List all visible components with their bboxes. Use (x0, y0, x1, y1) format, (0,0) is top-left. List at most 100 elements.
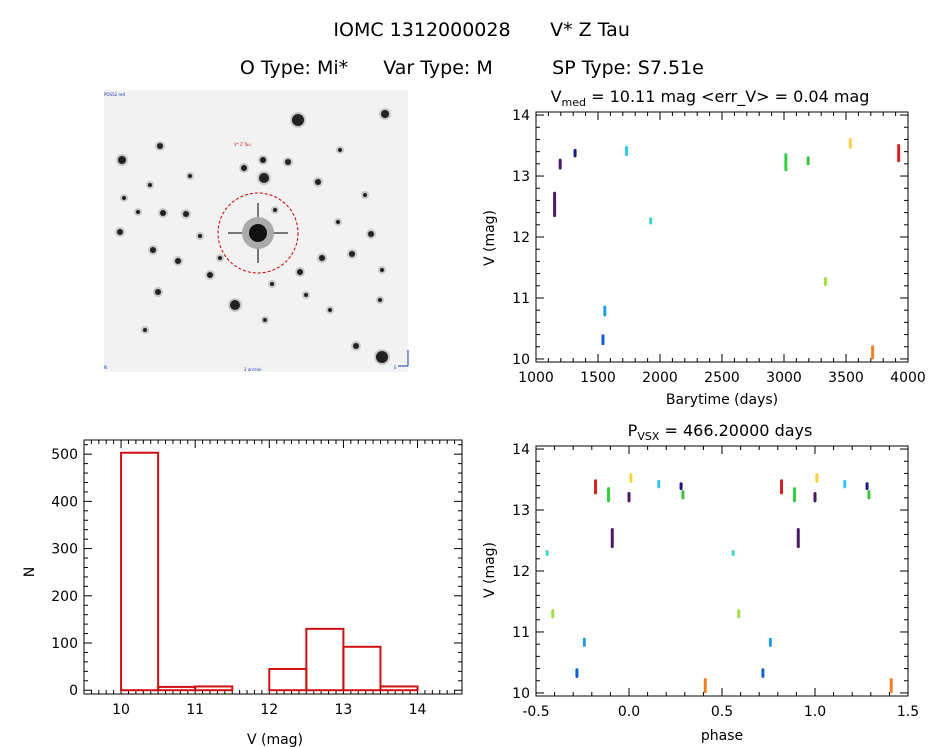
image-label-target: V* Z Tau (234, 142, 251, 147)
lightcurve-xtick-label: 2500 (704, 370, 740, 386)
target-star (249, 224, 267, 242)
star (328, 308, 332, 312)
lightcurve-ytick-label: 12 (512, 230, 530, 246)
phased-xtick-label: 0.0 (618, 704, 640, 720)
star (157, 143, 163, 149)
histogram-bar (194, 685, 234, 692)
star (304, 293, 308, 297)
star (338, 148, 342, 152)
star (349, 251, 355, 257)
histogram-bar (342, 645, 382, 692)
lightcurve-xlabel: Barytime (days) (666, 392, 778, 408)
sptype-label: SP Type: S7.51e (552, 57, 704, 79)
star (160, 210, 166, 216)
phased-ytick-label: 10 (512, 686, 530, 702)
phased-panel: PVSX = 466.20000 days phase V (mag) -0.5… (482, 421, 919, 744)
star (150, 247, 156, 253)
histogram-xlabel: V (mag) (247, 732, 303, 747)
phased-ytick-label: 13 (512, 503, 530, 519)
phased-ytick-label: 14 (512, 442, 530, 458)
lightcurve-ytick-label: 13 (512, 169, 530, 185)
image-label-east: E (394, 365, 397, 370)
star (183, 211, 189, 217)
histogram-ytick-label: 300 (51, 542, 78, 558)
phased-xtick-label: 0.5 (711, 704, 733, 720)
phased-xlabel: phase (701, 728, 743, 744)
star (117, 229, 123, 235)
star (263, 318, 267, 322)
star (381, 110, 389, 118)
star (230, 300, 240, 310)
star (380, 268, 384, 272)
star (363, 193, 367, 197)
star (188, 174, 192, 178)
histogram-bar (379, 685, 419, 692)
star (259, 173, 269, 183)
star (118, 156, 126, 164)
star-field (115, 108, 391, 365)
otype-label: O Type: Mi* (240, 57, 348, 79)
target-circle (217, 192, 299, 274)
lightcurve-ylabel: V (mag) (482, 210, 498, 266)
histogram-bar (120, 451, 160, 692)
lightcurve-ytick-label: 10 (512, 352, 530, 368)
star (136, 210, 140, 214)
star (376, 351, 388, 363)
phased-xtick-label: 1.0 (804, 704, 826, 720)
star (218, 256, 222, 260)
star (241, 165, 247, 171)
phased-ytick-label: 11 (512, 625, 530, 641)
lightcurve-frame (535, 111, 909, 363)
star (148, 183, 152, 187)
histogram-ylabel: N (22, 567, 38, 577)
star (198, 234, 202, 238)
star (292, 114, 304, 126)
image-label-survey: POSS2 red (104, 92, 125, 97)
star (315, 179, 321, 185)
star (336, 220, 340, 224)
histogram-bar (305, 627, 345, 692)
star (260, 157, 266, 163)
lightcurve-xtick-label: 4000 (890, 370, 926, 386)
title-star-name: V* Z Tau (550, 19, 630, 41)
phased-ylabel: V (mag) (482, 542, 498, 598)
histogram-ytick-label: 100 (51, 636, 78, 652)
star (175, 258, 181, 264)
lightcurve-xtick-label: 3500 (828, 370, 864, 386)
lightcurve-xtick-label: 1500 (580, 370, 616, 386)
star (155, 289, 161, 295)
lightcurve-xtick-label: 3000 (766, 370, 802, 386)
star (122, 196, 126, 200)
histogram-xtick-label: 10 (112, 702, 130, 718)
sky-image: POSS2 red V* Z Tau N 2 arcmin E (104, 90, 409, 372)
phased-ytick-label: 12 (512, 564, 530, 580)
star (207, 272, 213, 278)
lightcurve-panel: Vmed = 10.11 mag <err_V> = 0.04 mag Bary… (482, 87, 926, 408)
histogram-xtick-label: 11 (186, 702, 204, 718)
histogram-xtick-label: 13 (334, 702, 352, 718)
histogram-ytick-label: 400 (51, 494, 78, 510)
star (273, 208, 277, 212)
lightcurve-ytick-label: 11 (512, 291, 530, 307)
phased-xtick-label: -0.5 (522, 704, 549, 720)
lightcurve-title: Vmed = 10.11 mag <err_V> = 0.04 mag (551, 87, 870, 109)
image-label-scale: 2 arcmin (244, 367, 262, 372)
lightcurve-xtick-label: 1000 (518, 370, 554, 386)
histogram-bar (268, 667, 308, 692)
phased-xtick-label: 1.5 (897, 704, 919, 720)
histogram-ytick-label: 500 (51, 447, 78, 463)
histogram-panel: V (mag) N 10 11 12 13 14 0 100 200 300 400 500 (22, 439, 463, 747)
histogram-bar (157, 685, 197, 692)
star (368, 231, 374, 237)
histogram-xtick-label: 14 (409, 702, 427, 718)
histogram-xtick-label: 12 (260, 702, 278, 718)
star (319, 255, 325, 261)
phased-title: PVSX = 466.20000 days (628, 421, 813, 443)
star (378, 298, 382, 302)
star (143, 328, 147, 332)
star (353, 343, 359, 349)
star (285, 159, 291, 165)
histogram-frame (83, 439, 463, 695)
lightcurve-ytick-label: 14 (512, 108, 530, 124)
